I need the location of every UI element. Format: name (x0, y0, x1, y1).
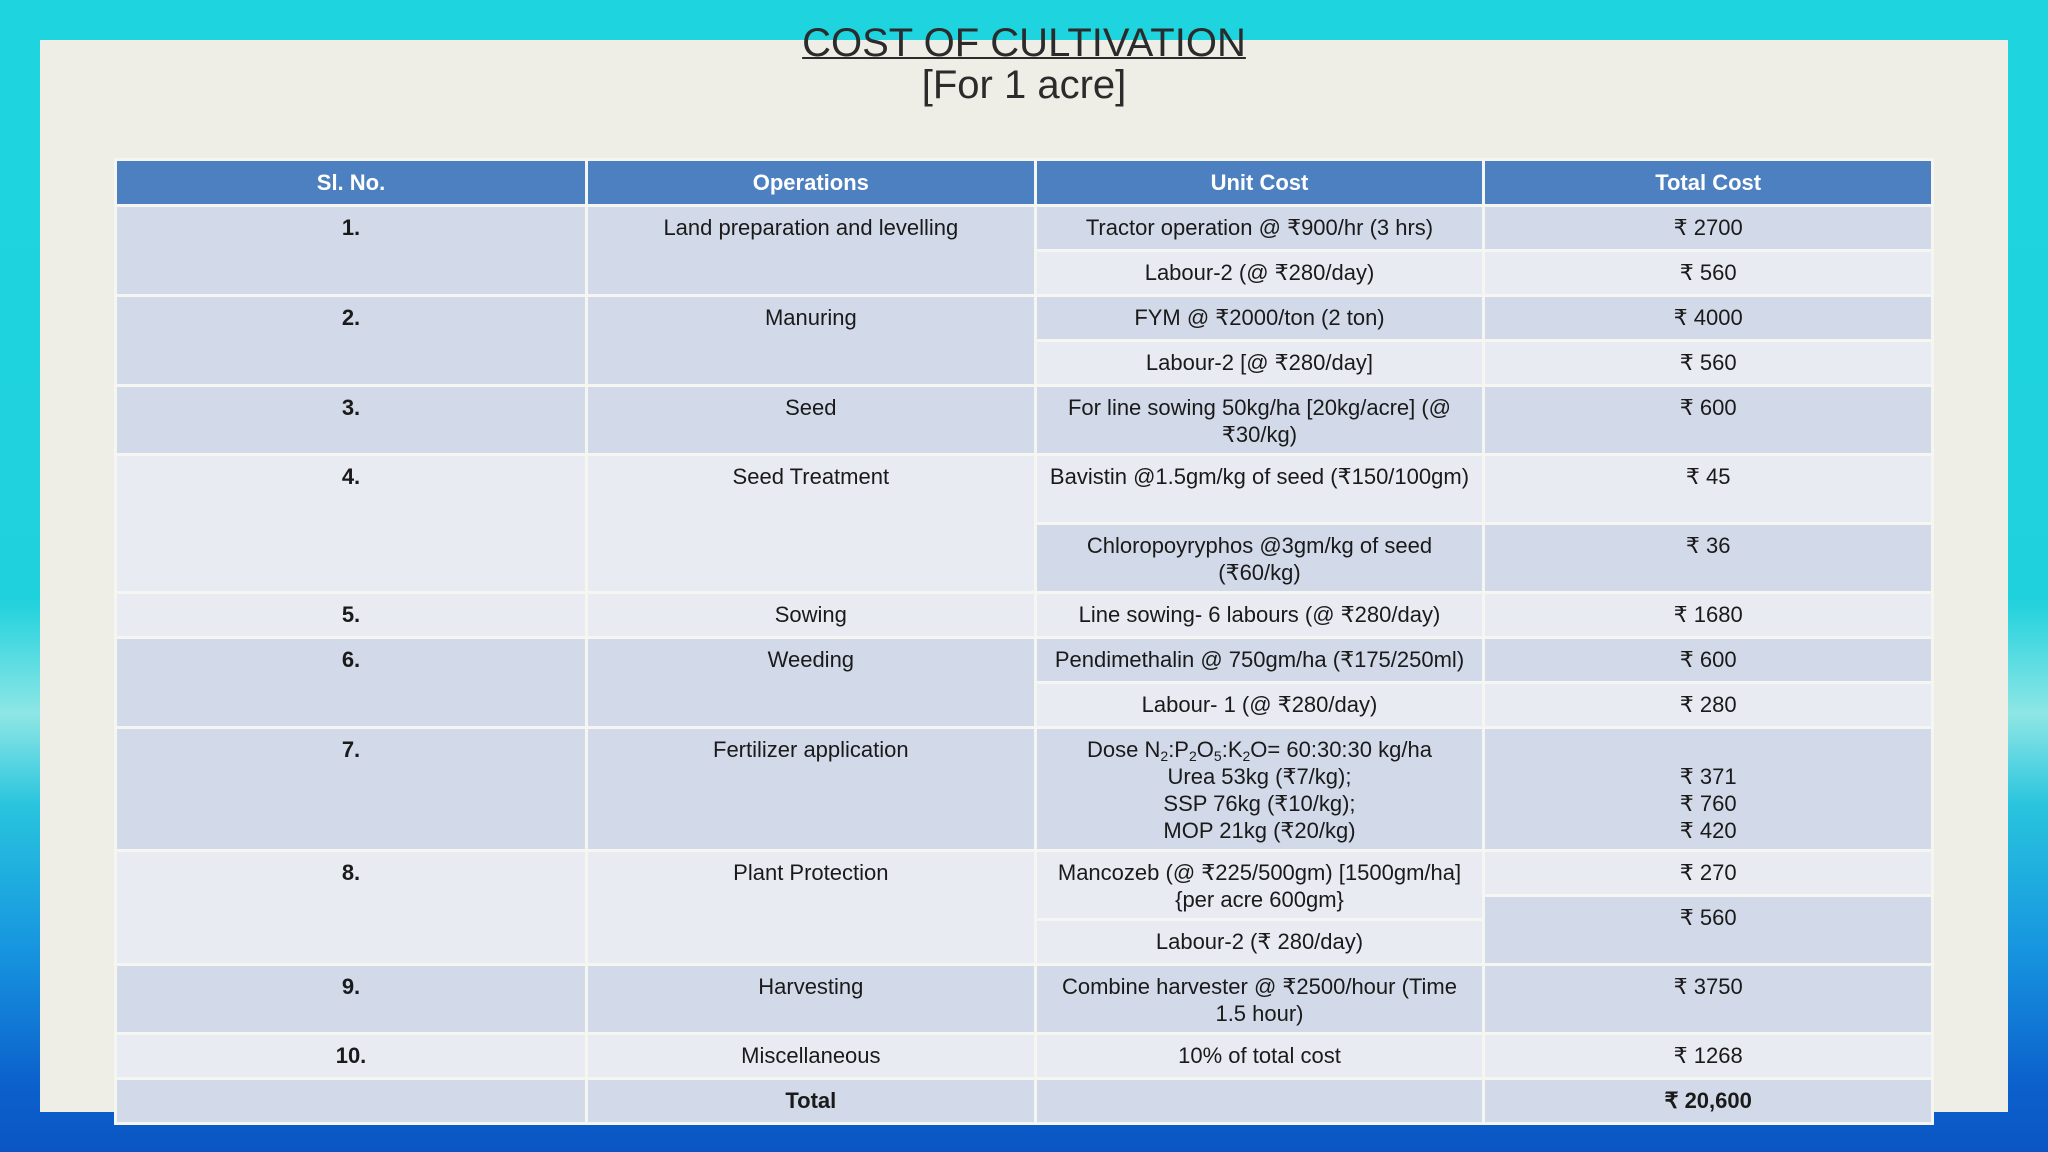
title-main: COST OF CULTIVATION (802, 21, 1246, 65)
table-row: 3. Seed For line sowing 50kg/ha [20kg/ac… (114, 384, 1934, 456)
unit-cost-cell: Labour-2 (@ ₹280/day) (1033, 249, 1486, 297)
total-cost-cell: ₹ 4000 (1482, 294, 1934, 342)
fertilizer-total: ₹ 760 (1679, 791, 1737, 816)
unit-cost-cell: Labour-2 [@ ₹280/day] (1033, 339, 1486, 387)
total-cost-cell: ₹ 1268 (1482, 1032, 1934, 1080)
unit-cost-cell: Labour- 1 (@ ₹280/day) (1033, 681, 1486, 729)
unit-cost-cell: For line sowing 50kg/ha [20kg/acre] (@ ₹… (1033, 384, 1486, 456)
header-sl-no: Sl. No. (114, 158, 588, 207)
operation-cell: Fertilizer application (585, 726, 1037, 852)
table-row: 6. Weeding Pendimethalin @ 750gm/ha (₹17… (114, 636, 1934, 729)
title-sub: [For 1 acre] (921, 63, 1127, 107)
operation-cell: Weeding (585, 636, 1037, 729)
table-header-row: Sl. No. Operations Unit Cost Total Cost (114, 158, 1934, 207)
header-operations: Operations (585, 158, 1037, 207)
dose-line: Dose N2:P2O5:K2O= 60:30:30 kg/ha (1087, 737, 1432, 764)
header-unit-cost: Unit Cost (1033, 158, 1486, 207)
table-row: Chloropoyryphos @3gm/kg of seed (₹60/kg)… (116, 522, 1934, 594)
total-cost-cell: ₹ 270 (1482, 849, 1934, 897)
operation-cell: Plant Protection (585, 849, 1037, 966)
total-cost-cell: ₹ 45 (1482, 453, 1934, 525)
sl-no-cell: 7. (114, 726, 588, 852)
operation-cell: Harvesting (585, 963, 1037, 1035)
table-row: 2. Manuring FYM @ ₹2000/ton (2 ton) ₹ 40… (114, 294, 1934, 387)
fertilizer-line: Urea 53kg (₹7/kg); (1167, 764, 1352, 789)
total-row: Total ₹ 20,600 (114, 1077, 1934, 1125)
sl-no-cell: 6. (114, 636, 588, 729)
table-row: Labour-2 [@ ₹280/day] ₹ 560 (116, 339, 1934, 387)
total-cost-cell: ₹ 560 (1482, 894, 1934, 966)
total-label: Total (585, 1077, 1037, 1125)
operation-cell: Miscellaneous (585, 1032, 1037, 1080)
operation-cell: Land preparation and levelling (585, 204, 1037, 297)
total-value: ₹ 20,600 (1482, 1077, 1934, 1125)
unit-cost-cell: Combine harvester @ ₹2500/hour (Time 1.5… (1033, 963, 1486, 1035)
unit-cost-cell: 10% of total cost (1033, 1032, 1486, 1080)
total-cost-cell: ₹ 560 (1482, 339, 1934, 387)
slide-title: COST OF CULTIVATION [For 1 acre] (0, 22, 2048, 106)
fertilizer-total: ₹ 420 (1679, 818, 1737, 843)
table-row: 5. Sowing Line sowing- 6 labours (@ ₹280… (114, 591, 1934, 639)
sl-no-cell: 10. (114, 1032, 588, 1080)
table-row: 10. Miscellaneous 10% of total cost ₹ 12… (114, 1032, 1934, 1080)
table-row: 4. Seed Treatment Bavistin @1.5gm/kg of … (114, 453, 1934, 594)
fertilizer-line: MOP 21kg (₹20/kg) (1163, 818, 1356, 843)
total-sl-cell (114, 1077, 588, 1125)
sl-no-cell: 8. (114, 849, 588, 966)
operation-cell: Seed (585, 384, 1037, 456)
total-cost-cell: ₹ 371 ₹ 760 ₹ 420 (1482, 726, 1934, 852)
total-unit-cell (1033, 1077, 1486, 1125)
total-cost-cell: ₹ 2700 (1482, 204, 1934, 252)
table-row: 1. Land preparation and levelling Tracto… (114, 204, 1934, 297)
total-cost-cell: ₹ 600 (1482, 384, 1934, 456)
sl-no-cell: 4. (114, 453, 588, 594)
operation-cell: Manuring (585, 294, 1037, 387)
total-cost-cell: ₹ 560 (1482, 249, 1934, 297)
unit-cost-cell: Chloropoyryphos @3gm/kg of seed (₹60/kg) (1033, 522, 1486, 594)
unit-cost-cell: Labour-2 (₹ 280/day) (1033, 918, 1486, 966)
table-row: 7. Fertilizer application Dose N2:P2O5:K… (114, 726, 1934, 852)
unit-cost-cell: Tractor operation @ ₹900/hr (3 hrs) (1033, 204, 1486, 252)
sl-no-cell: 3. (114, 384, 588, 456)
total-cost-cell: ₹ 36 (1482, 522, 1934, 594)
unit-cost-cell: Bavistin @1.5gm/kg of seed (₹150/100gm) (1033, 453, 1486, 525)
sl-no-cell: 2. (114, 294, 588, 387)
table-row: 8. Plant Protection Mancozeb (@ ₹225/500… (114, 849, 1934, 966)
cost-table: Sl. No. Operations Unit Cost Total Cost … (114, 158, 1934, 1125)
total-cost-cell: ₹ 3750 (1482, 963, 1934, 1035)
sl-no-cell: 9. (114, 963, 588, 1035)
sl-no-cell: 1. (114, 204, 588, 297)
unit-cost-cell: Line sowing- 6 labours (@ ₹280/day) (1033, 591, 1486, 639)
unit-cost-cell: Mancozeb (@ ₹225/500gm) [1500gm/ha] {per… (1033, 849, 1486, 921)
fertilizer-total: ₹ 371 (1679, 764, 1737, 789)
operation-cell: Seed Treatment (585, 453, 1037, 594)
unit-cost-cell: FYM @ ₹2000/ton (2 ton) (1033, 294, 1486, 342)
table-row: Labour- 1 (@ ₹280/day) ₹ 280 (116, 681, 1934, 729)
total-cost-cell: ₹ 280 (1482, 681, 1934, 729)
table-row: Labour-2 (@ ₹280/day) ₹ 560 (116, 249, 1934, 297)
unit-cost-cell: Pendimethalin @ 750gm/ha (₹175/250ml) (1033, 636, 1486, 684)
table-row: Labour-2 (₹ 280/day) (116, 918, 1933, 966)
total-cost-cell: ₹ 1680 (1482, 591, 1934, 639)
unit-cost-cell: Dose N2:P2O5:K2O= 60:30:30 kg/ha Urea 53… (1033, 726, 1486, 852)
table-row: ₹ 560 (116, 894, 1934, 966)
sl-no-cell: 5. (114, 591, 588, 639)
total-cost-cell: ₹ 600 (1482, 636, 1934, 684)
fertilizer-line: SSP 76kg (₹10/kg); (1163, 791, 1356, 816)
table-row: 9. Harvesting Combine harvester @ ₹2500/… (114, 963, 1934, 1035)
header-total-cost: Total Cost (1482, 158, 1934, 207)
operation-cell: Sowing (585, 591, 1037, 639)
